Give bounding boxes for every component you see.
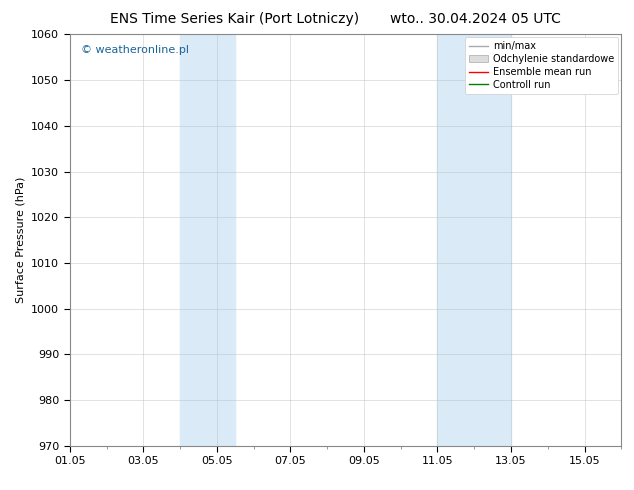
Bar [180,34,235,446]
Text: ENS Time Series Kair (Port Lotniczy): ENS Time Series Kair (Port Lotniczy) [110,12,359,26]
Bar [437,34,511,446]
Text: wto.. 30.04.2024 05 UTC: wto.. 30.04.2024 05 UTC [390,12,561,26]
Legend: min/max, Odchylenie standardowe, Ensemble mean run, Controll run: min/max, Odchylenie standardowe, Ensembl… [465,37,618,94]
Text: © weatheronline.pl: © weatheronline.pl [81,45,189,54]
Y-axis label: Surface Pressure (hPa): Surface Pressure (hPa) [16,177,25,303]
